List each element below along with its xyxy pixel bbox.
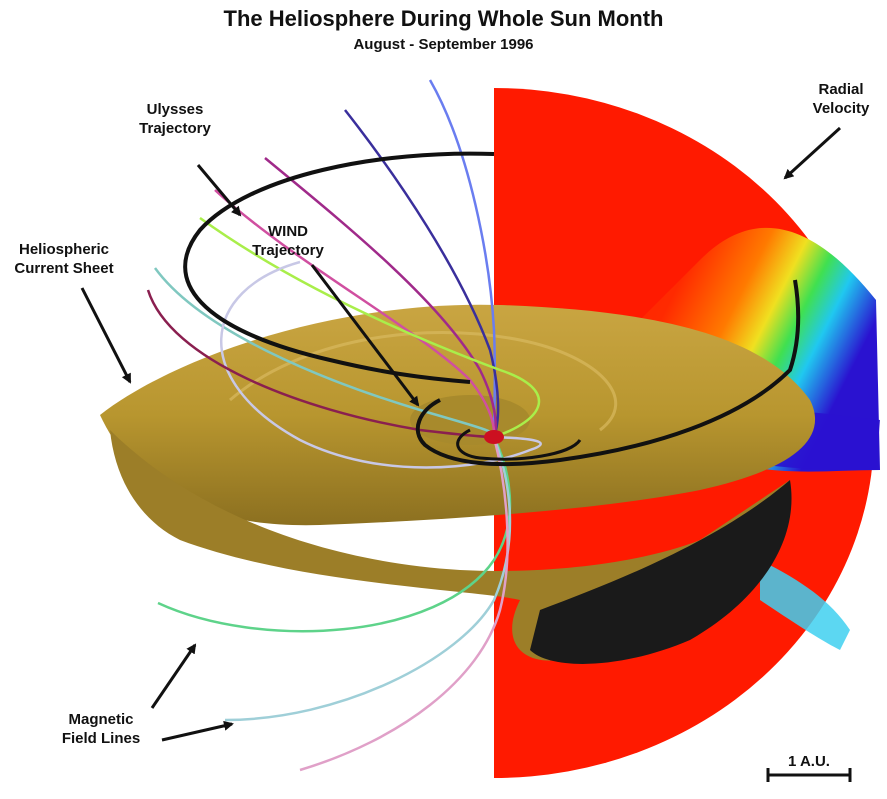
current-sheet-shadow	[530, 480, 792, 664]
diagram-title: The Heliosphere During Whole Sun Month	[223, 6, 664, 31]
field-lines-label: Magnetic Field Lines	[46, 710, 156, 748]
ulysses-label-line2: Trajectory	[139, 120, 211, 137]
field-lines-label-line1: Magnetic	[68, 711, 134, 728]
field-lines-label-line2: Field Lines	[61, 730, 141, 747]
scale-bar	[766, 768, 852, 782]
radial-velocity-label: Radial Velocity	[798, 80, 884, 118]
trajectories	[183, 151, 801, 467]
wind-arrow	[310, 264, 420, 407]
velocity-lower-band	[760, 560, 850, 650]
field-line	[344, 109, 500, 438]
field-lines-arrow-1	[150, 643, 197, 709]
current-sheet-label-line2: Current Sheet	[14, 260, 114, 277]
magnetic-field-lines	[146, 79, 542, 772]
field-line	[199, 216, 541, 439]
field-lines-arrow-2	[161, 720, 234, 742]
wind-label-line2: Trajectory	[252, 242, 324, 259]
radial-velocity-label-line1: Radial	[818, 81, 864, 98]
scale-bar-label: 1 A.U.	[788, 753, 830, 770]
field-line	[224, 436, 512, 722]
wind-label-line1: WIND	[268, 223, 308, 240]
wind-trajectory	[415, 279, 801, 467]
diagram-subtitle: August - September 1996	[353, 36, 534, 53]
field-line	[214, 189, 496, 438]
field-line	[146, 289, 495, 439]
ulysses-label-line1: Ulysses	[146, 101, 204, 118]
field-line	[157, 436, 512, 633]
current-sheet-label-line1: Heliospheric	[18, 241, 110, 258]
field-line	[153, 267, 496, 438]
ulysses-arrow	[196, 164, 242, 217]
velocity-arrow	[783, 126, 842, 180]
ulysses-trajectory	[183, 151, 495, 384]
wind-label: WIND Trajectory	[238, 222, 338, 260]
current-sheet	[100, 304, 816, 664]
callout-arrows	[80, 126, 842, 742]
sun	[484, 430, 504, 444]
field-line	[299, 436, 509, 772]
wind-inner-loop	[456, 428, 582, 461]
radial-velocity-label-line2: Velocity	[812, 100, 870, 117]
current-sheet-arrow	[80, 287, 132, 384]
current-sheet-label: Heliospheric Current Sheet	[4, 240, 124, 278]
field-line	[428, 79, 497, 438]
current-sheet-ridge	[229, 331, 618, 432]
ulysses-label: Ulysses Trajectory	[125, 100, 225, 138]
field-line	[264, 157, 497, 438]
